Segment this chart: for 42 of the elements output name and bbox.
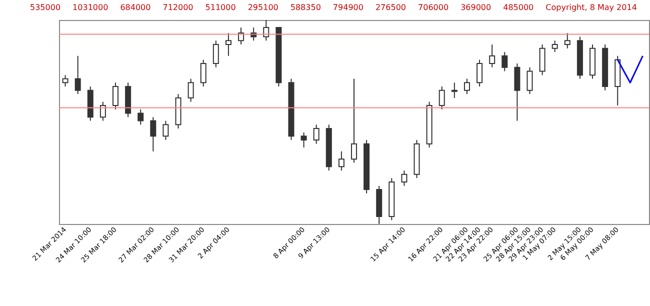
candlestick (112, 82, 118, 110)
candlestick (438, 86, 445, 110)
candlestick (464, 78, 470, 95)
text: 1031000 (72, 3, 108, 14)
candlestick (225, 32, 232, 56)
text: 706000 (418, 3, 449, 14)
candlestick (552, 40, 558, 53)
candlestick (526, 66, 533, 95)
candlestick (150, 116, 156, 152)
candlestick (238, 27, 244, 45)
candlestick (338, 150, 344, 172)
candlestick (188, 78, 194, 102)
candlestick (263, 20, 270, 42)
candlestick (401, 170, 408, 186)
candlestick (313, 124, 320, 144)
text: 295100 (248, 3, 278, 14)
candlestick (514, 62, 520, 122)
text: Copyright, 8 May 2014 (546, 3, 637, 14)
candlestick (200, 59, 206, 88)
candlestick (489, 44, 496, 68)
text: 712000 (162, 3, 194, 14)
text: 794900 (332, 3, 364, 14)
text: 369000 (460, 3, 492, 14)
candlestick (476, 59, 483, 88)
candlestick (539, 44, 546, 76)
candlestick (74, 55, 81, 95)
candlestick (564, 32, 570, 49)
text: 588350 (290, 3, 321, 14)
text: 684000 (120, 3, 151, 14)
candlestick (212, 40, 219, 68)
text: 511000 (205, 3, 236, 14)
candlestick (451, 82, 458, 98)
candlestick (502, 52, 508, 72)
candlestick (351, 78, 357, 164)
text: 276500 (375, 3, 406, 14)
candlestick (62, 74, 68, 88)
candlestick (300, 132, 307, 148)
candlestick (138, 108, 144, 126)
candlestick (162, 120, 169, 140)
text: 485000 (503, 3, 534, 14)
text: 535000 (30, 3, 61, 14)
candlestick (100, 101, 106, 122)
